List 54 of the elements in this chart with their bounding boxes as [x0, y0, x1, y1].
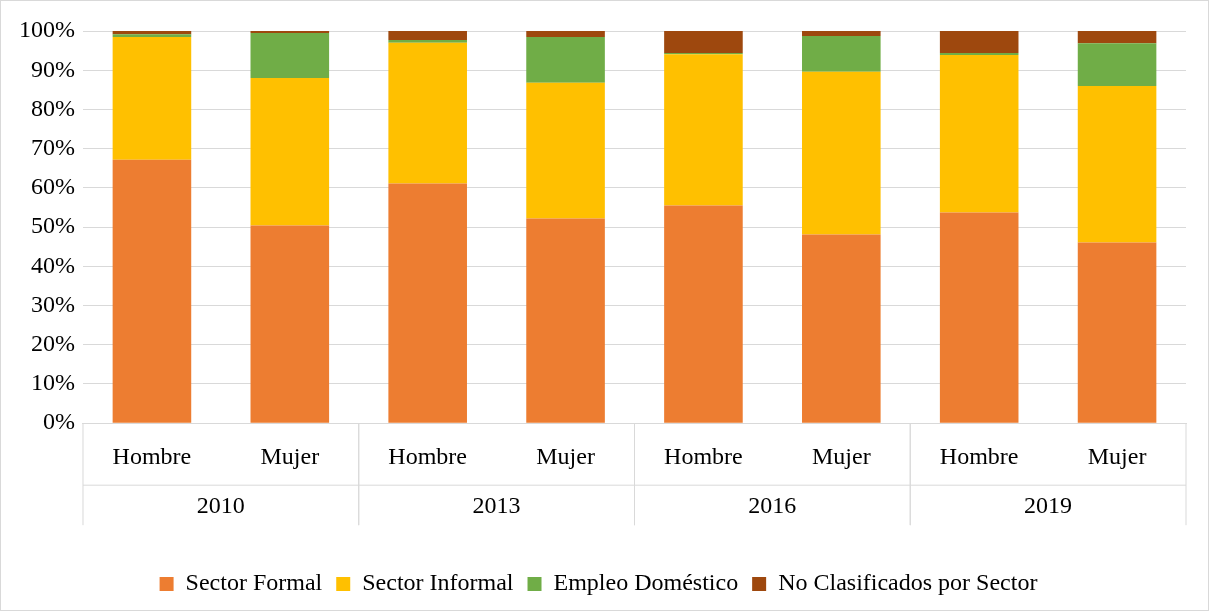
- legend-label: Sector Formal: [185, 569, 323, 596]
- text: 2016: [748, 492, 797, 519]
- bar: [526, 218, 605, 423]
- y-tick-label: 60%: [30, 173, 75, 200]
- bar: [1077, 242, 1157, 423]
- bar: [664, 54, 743, 206]
- x-tick-label: Hombre: [388, 442, 468, 469]
- bar: [112, 159, 192, 423]
- text: 2013: [472, 492, 521, 519]
- bar: [939, 54, 1019, 213]
- x-tick-label: Hombre: [664, 442, 743, 469]
- x-tick-label: Mujer: [260, 442, 320, 469]
- y-tick-label: 0%: [42, 408, 75, 435]
- x-tick-label: Mujer: [536, 442, 595, 469]
- text: 2010: [196, 492, 245, 519]
- bar: [939, 31, 1019, 53]
- legend-label: Empleo Doméstico: [553, 569, 739, 596]
- bar: [250, 78, 330, 226]
- bar: [112, 36, 192, 160]
- y-tick-label: 80%: [30, 94, 75, 121]
- bar: [1077, 43, 1157, 86]
- legend-label: No Clasificados por Sector: [778, 569, 1038, 596]
- bar: [388, 183, 467, 423]
- bar: [1077, 85, 1157, 243]
- y-tick-label: 30%: [30, 290, 75, 317]
- bar: [802, 71, 881, 235]
- y-tick-label: 50%: [30, 212, 75, 239]
- bar: [802, 234, 881, 423]
- x-tick-label: Hombre: [939, 442, 1019, 469]
- text: 2019: [1024, 492, 1073, 519]
- x-tick-label: Mujer: [811, 442, 871, 469]
- bar: [388, 40, 467, 43]
- y-tick-label: 90%: [30, 55, 75, 82]
- y-tick-label: 20%: [30, 330, 75, 357]
- x-tick-label: Hombre: [112, 442, 192, 469]
- bar: [250, 225, 330, 423]
- bar: [664, 31, 743, 53]
- bar: [802, 31, 881, 37]
- bar: [250, 32, 330, 79]
- y-tick-label: 40%: [30, 251, 75, 278]
- y-tick-label: 100%: [18, 16, 75, 43]
- bar: [526, 82, 605, 219]
- x-tick-label: Mujer: [1087, 442, 1147, 469]
- bar: [388, 42, 467, 184]
- bar: [526, 31, 605, 37]
- bar: [664, 205, 743, 423]
- bar: [526, 36, 605, 83]
- bar: [939, 212, 1019, 423]
- y-tick-label: 10%: [30, 369, 75, 396]
- y-tick-label: 70%: [30, 133, 75, 160]
- bar: [802, 36, 881, 72]
- legend-label: Sector Informal: [362, 569, 514, 596]
- bar: [388, 31, 467, 41]
- bar: [1077, 31, 1157, 44]
